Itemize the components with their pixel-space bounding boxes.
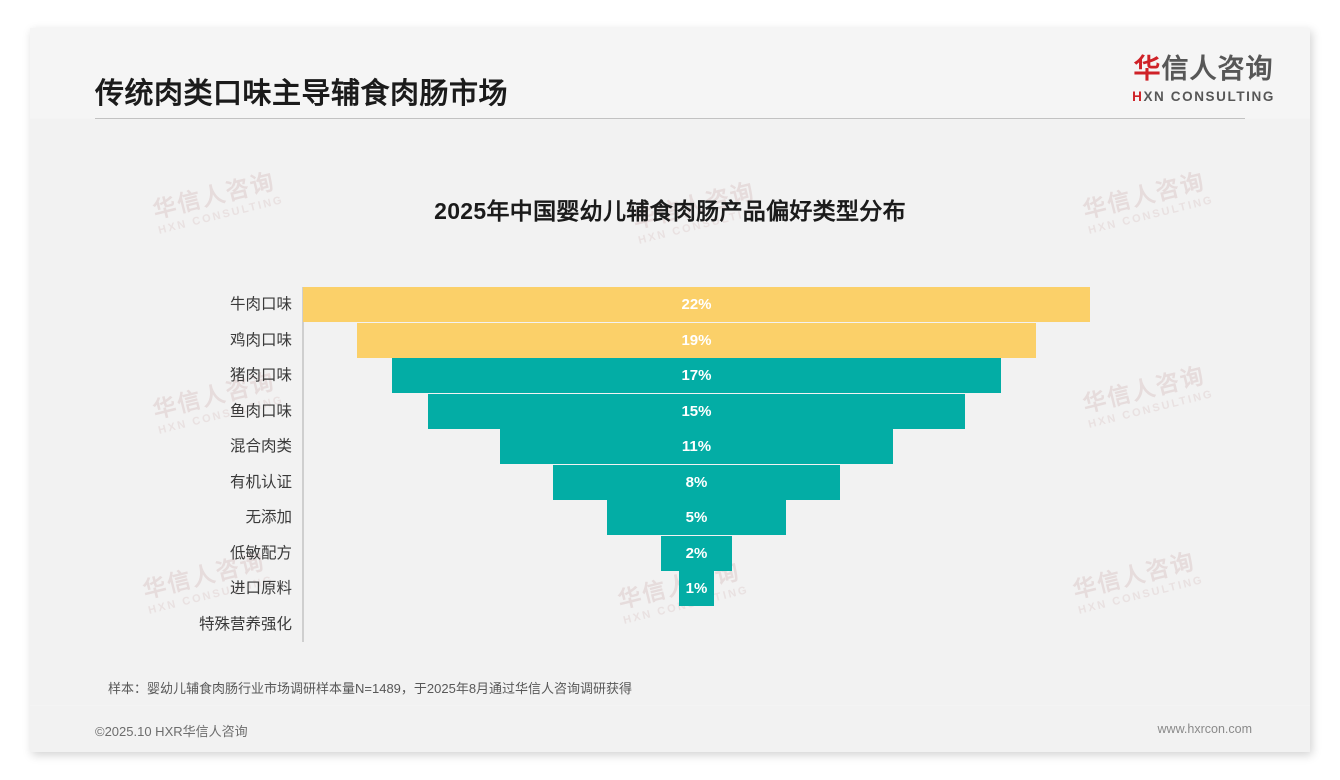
funnel-bar-value: 19% xyxy=(681,331,712,349)
funnel-bar: 5% xyxy=(607,500,786,535)
funnel-category-label: 有机认证 xyxy=(229,473,292,491)
funnel-bar-value: 22% xyxy=(681,296,712,313)
funnel-row: 无添加 5% xyxy=(30,500,1310,535)
funnel-bar-value: 17% xyxy=(681,367,712,384)
funnel-category-label: 猪肉口味 xyxy=(229,367,292,384)
page-title: 传统肉类口味主导辅食肉肠市场 xyxy=(95,78,509,110)
funnel-bar: 11% xyxy=(499,429,894,464)
funnel-row: 有机认证 8% xyxy=(30,464,1310,500)
funnel-row: 特殊营养强化 xyxy=(30,607,1310,642)
funnel-row: 鱼肉口味 15% xyxy=(30,393,1310,429)
funnel-bar: 2% xyxy=(660,535,733,571)
slide-footer: ©2025.10 HXR华信人咨询 www.hxrcon.com xyxy=(30,706,1310,752)
copyright-text: ©2025.10 HXR华信人咨询 xyxy=(95,724,248,739)
funnel-row: 猪肉口味 17% xyxy=(30,358,1310,393)
chart-title: 2025年中国婴幼儿辅食肉肠产品偏好类型分布 xyxy=(434,198,906,224)
logo-english: HXN CONSULTING xyxy=(1132,90,1275,104)
header-divider xyxy=(95,118,1245,119)
funnel-row: 混合肉类 11% xyxy=(30,429,1310,464)
category-axis-line xyxy=(302,287,304,642)
funnel-category-label: 牛肉口味 xyxy=(229,296,292,313)
logo-chinese-gray: 信人咨询 xyxy=(1161,54,1274,84)
logo-english-rest: XN CONSULTING xyxy=(1143,89,1275,104)
logo-chinese: 华信人咨询 xyxy=(1132,56,1275,83)
slide-root: 传统肉类口味主导辅食肉肠市场 华信人咨询 HXN CONSULTING 华信人咨… xyxy=(30,28,1310,752)
funnel-category-label: 无添加 xyxy=(245,509,292,526)
sample-note: 样本：婴幼儿辅食肉肠行业市场调研样本量N=1489，于2025年8月通过华信人咨… xyxy=(108,681,633,696)
funnel-category-label: 鱼肉口味 xyxy=(229,402,292,420)
funnel-bar: 22% xyxy=(303,287,1090,322)
slide-header: 传统肉类口味主导辅食肉肠市场 华信人咨询 HXN CONSULTING xyxy=(30,28,1310,118)
funnel-bar: 15% xyxy=(428,393,965,429)
website-url[interactable]: www.hxrcon.com xyxy=(1157,722,1252,736)
funnel-row: 牛肉口味 22% xyxy=(30,287,1310,322)
logo-english-red: H xyxy=(1132,89,1144,104)
funnel-bar: 8% xyxy=(553,464,840,500)
funnel-bar: 19% xyxy=(356,322,1037,358)
funnel-bar-value: 11% xyxy=(681,438,712,455)
funnel-bar-value: 1% xyxy=(685,580,708,597)
funnel-row: 进口原料 1% xyxy=(30,571,1310,606)
chart-body: 华信人咨询 HXN CONSULTING 华信人咨询 HXN CONSULTIN… xyxy=(30,119,1310,705)
funnel-row: 鸡肉口味 19% xyxy=(30,322,1310,358)
funnel-category-label: 鸡肉口味 xyxy=(229,331,292,349)
funnel-category-label: 进口原料 xyxy=(229,580,292,597)
funnel-bar: 1% xyxy=(678,571,715,606)
funnel-bar-value: 8% xyxy=(685,473,708,491)
funnel-chart-plot: 牛肉口味 22% 鸡肉口味 19% 猪肉口味 17% 鱼肉口味 15% 混合肉类 11% 有机认证 8… xyxy=(30,269,1310,659)
funnel-bar: 17% xyxy=(392,358,1001,393)
logo-chinese-red: 华 xyxy=(1133,54,1162,84)
brand-logo: 华信人咨询 HXN CONSULTING xyxy=(1132,56,1275,104)
funnel-category-label: 低敏配方 xyxy=(229,544,292,562)
funnel-bar-value: 2% xyxy=(685,544,708,562)
funnel-row: 低敏配方 2% xyxy=(30,535,1310,571)
funnel-bar-value: 5% xyxy=(685,509,708,526)
funnel-bar-value: 15% xyxy=(681,402,712,420)
funnel-category-label: 混合肉类 xyxy=(229,438,292,455)
funnel-category-label: 特殊营养强化 xyxy=(198,615,292,633)
